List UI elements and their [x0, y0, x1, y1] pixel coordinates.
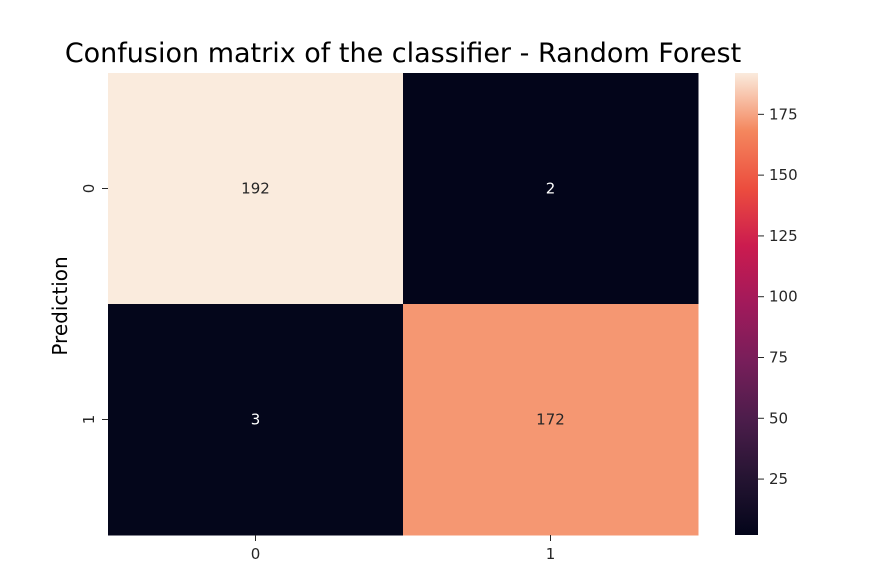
heatmap-cell-labels: 192 2 3 172: [241, 180, 565, 429]
cell-value-0-0: 192: [241, 180, 270, 198]
chart-title: Confusion matrix of the classifier - Ran…: [65, 38, 741, 69]
colorbar-tick-label-150: 150: [769, 166, 798, 184]
heatmap-cell-1-0: [108, 304, 404, 536]
cell-value-0-1: 2: [546, 180, 556, 198]
cell-value-1-1: 172: [536, 411, 565, 429]
y-tick-label-0: 0: [80, 184, 98, 194]
y-axis-label: Prediction: [48, 256, 72, 355]
colorbar-tick-label-25: 25: [769, 470, 788, 488]
colorbar-tick-label-125: 125: [769, 227, 798, 245]
heatmap-cell-0-0: [108, 73, 404, 305]
cell-value-1-0: 3: [251, 411, 261, 429]
heatmap-cells: [108, 73, 699, 536]
colorbar: [735, 73, 758, 535]
y-tick-label-1: 1: [80, 415, 98, 425]
heatmap-cell-0-1: [403, 73, 699, 305]
colorbar-ticks: 25 50 75 100 125 150 175: [758, 105, 798, 488]
colorbar-tick-label-100: 100: [769, 288, 798, 306]
colorbar-tick-label-75: 75: [769, 348, 788, 366]
heatmap-cell-1-1: [403, 304, 699, 536]
x-tick-label-0: 0: [251, 545, 261, 563]
y-axis-ticks: 01: [80, 184, 108, 425]
colorbar-tick-label-50: 50: [769, 409, 788, 427]
colorbar-tick-label-175: 175: [769, 105, 798, 123]
x-tick-label-1: 1: [546, 545, 556, 563]
